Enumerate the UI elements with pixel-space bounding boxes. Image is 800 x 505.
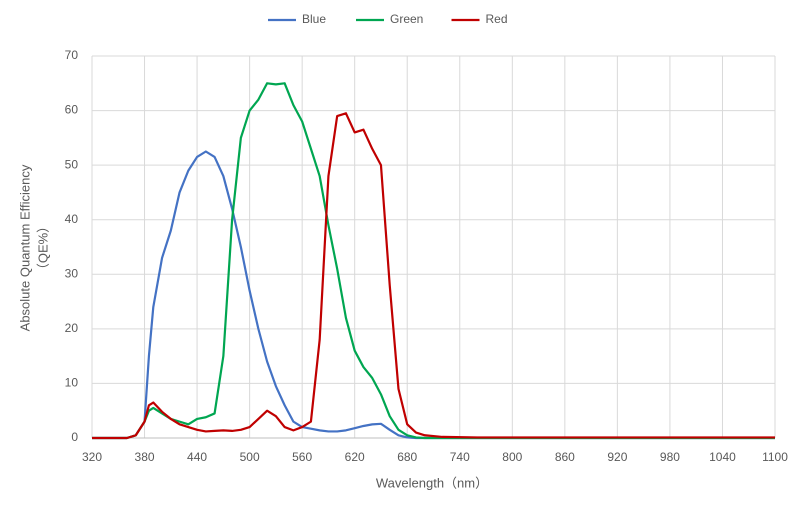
y-tick-label: 0 bbox=[71, 430, 78, 444]
legend-label: Green bbox=[390, 12, 423, 26]
legend-label: Red bbox=[486, 12, 508, 26]
x-tick-label: 440 bbox=[187, 450, 207, 464]
x-tick-label: 980 bbox=[660, 450, 680, 464]
y-axis-label: （QE%） bbox=[35, 220, 50, 276]
x-tick-label: 320 bbox=[82, 450, 102, 464]
x-tick-label: 1100 bbox=[762, 450, 788, 464]
y-axis-label: Absolute Quantum Efficiency bbox=[17, 164, 32, 331]
x-axis-label: Wavelength（nm） bbox=[376, 475, 488, 490]
y-tick-label: 50 bbox=[65, 157, 79, 171]
data-line bbox=[92, 82, 775, 440]
x-tick-label: 1040 bbox=[709, 450, 736, 464]
x-tick-label: 620 bbox=[345, 450, 365, 464]
x-tick-label: 380 bbox=[135, 450, 155, 464]
y-tick-label: 30 bbox=[65, 266, 79, 280]
x-tick-label: 740 bbox=[450, 450, 470, 464]
y-tick-label: 60 bbox=[65, 103, 79, 117]
y-tick-label: 70 bbox=[65, 48, 79, 62]
y-tick-label: 20 bbox=[65, 321, 79, 335]
x-tick-label: 500 bbox=[240, 450, 260, 464]
x-tick-label: 560 bbox=[292, 450, 312, 464]
data-line bbox=[92, 112, 775, 440]
x-tick-label: 920 bbox=[607, 450, 627, 464]
y-tick-label: 40 bbox=[65, 212, 79, 226]
x-tick-label: 800 bbox=[502, 450, 522, 464]
x-tick-label: 860 bbox=[555, 450, 575, 464]
y-tick-label: 10 bbox=[65, 376, 79, 390]
data-line bbox=[92, 150, 775, 440]
x-tick-label: 680 bbox=[397, 450, 417, 464]
legend-label: Blue bbox=[302, 12, 326, 26]
